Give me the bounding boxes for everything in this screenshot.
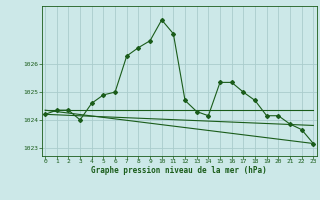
X-axis label: Graphe pression niveau de la mer (hPa): Graphe pression niveau de la mer (hPa) [91, 166, 267, 175]
